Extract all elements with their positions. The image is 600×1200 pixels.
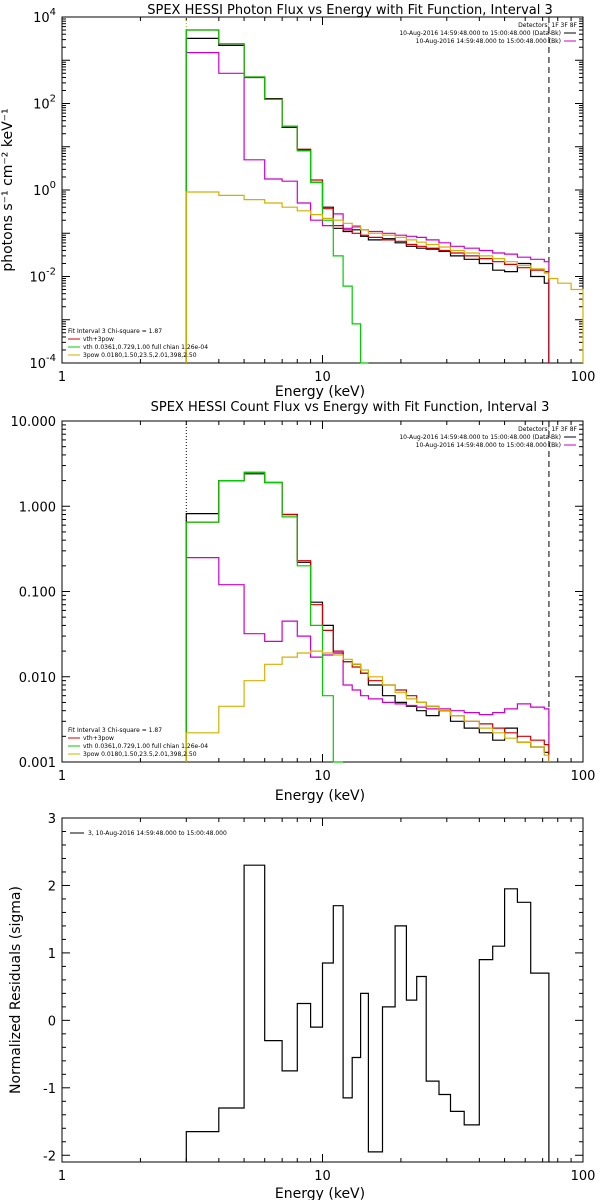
y-tick-label: 10-2 — [29, 267, 56, 286]
x-tick-label: 10 — [314, 769, 331, 784]
count-chart-xlabel: Energy (keV) — [275, 788, 365, 804]
x-axis: 1 10 100 — [58, 17, 596, 385]
x-axis: 1 10 100 — [58, 421, 596, 784]
legend-item: 10-Aug-2016 14:59:48.000 to 15:00:48.000… — [416, 38, 561, 45]
y-tick-label: 0 — [48, 1014, 56, 1029]
y-tick-label: 104 — [33, 7, 56, 26]
y-tick-label: 0.010 — [19, 671, 56, 686]
legend-item: 3, 10-Aug-2016 14:59:48.000 to 15:00:48.… — [88, 830, 227, 837]
series-line-3-10-aug-2016-14-59-48-000-to- — [185, 864, 550, 1162]
series-line-vth — [185, 471, 344, 763]
series-line-3pow — [185, 650, 550, 762]
legend-item: vth 0.0361,0.729,1.00 full chian 1.26e-0… — [83, 344, 208, 351]
y-tick-label: 1 — [48, 947, 56, 962]
legend-item: 3pow 0.0180,1.50,23.5,2.01,398,2.50 — [83, 352, 197, 359]
residuals-chart-xlabel: Energy (keV) — [275, 1186, 365, 1200]
x-tick-label: 10 — [314, 370, 331, 385]
y-tick-label: 2 — [48, 879, 56, 894]
photon-chart-xlabel: Energy (keV) — [275, 384, 365, 400]
x-tick-label: 1 — [58, 1169, 66, 1184]
y-axis: -2 -1 0 1 2 3 — [43, 812, 583, 1164]
series-line-vth-3pow — [185, 471, 550, 762]
photon-chart-ylabel: photons s⁻¹ cm⁻² keV⁻¹ — [0, 108, 16, 271]
y-axis: 10-4 10-2 100 102 104 — [29, 7, 583, 372]
series-line-bk — [185, 52, 550, 363]
legend-header: Detectors: 1F 3F 8F — [518, 22, 577, 29]
y-tick-label: -1 — [43, 1082, 56, 1097]
legend-item: vth 0.0361,0.729,1.00 full chian 1.26e-0… — [83, 743, 208, 750]
photon-chart-title: SPEX HESSI Photon Flux vs Energy with Fi… — [147, 3, 553, 18]
legend: 3, 10-Aug-2016 14:59:48.000 to 15:00:48.… — [70, 830, 227, 837]
y-axis: 0.001 0.010 0.100 1.000 10.000 — [11, 415, 583, 771]
residuals-chart: Energy (keV) Normalized Residuals (sigma… — [8, 812, 595, 1200]
x-tick-label: 100 — [571, 370, 596, 385]
series-line-bk — [185, 557, 550, 762]
y-tick-label: 102 — [33, 94, 56, 113]
legend-item: 10-Aug-2016 14:59:48.000 to 15:00:48.000… — [416, 442, 561, 449]
residuals-chart-ylabel: Normalized Residuals (sigma) — [8, 886, 24, 1094]
series-line-vth — [185, 29, 369, 364]
fit-text: Fit Interval 3 Chi-square = 1.87 — [68, 328, 162, 335]
x-tick-label: 100 — [571, 1169, 596, 1184]
y-tick-label: -2 — [43, 1149, 56, 1164]
legend-item: 3pow 0.0180,1.50,23.5,2.01,398,2.50 — [83, 751, 197, 758]
x-axis: 1 10 100 — [58, 818, 596, 1184]
legend-item: vth+3pow — [83, 735, 114, 742]
series-line-vth-3pow — [185, 29, 550, 363]
y-tick-label: 10-4 — [29, 353, 56, 372]
legend-header: Detectors: 1F 3F 8F — [518, 426, 577, 433]
x-tick-label: 100 — [571, 769, 596, 784]
x-tick-label: 10 — [314, 1169, 331, 1184]
y-tick-label: 10.000 — [11, 415, 57, 430]
series-line-data-bk — [185, 37, 550, 363]
y-tick-label: 3 — [48, 812, 56, 827]
legend-item: 10-Aug-2016 14:59:48.000 to 15:00:48.000… — [399, 30, 561, 37]
x-tick-label: 1 — [58, 370, 66, 385]
y-tick-label: 0.100 — [19, 586, 56, 601]
y-tick-label: 1.000 — [19, 500, 56, 515]
y-tick-label: 0.001 — [19, 756, 56, 771]
count-chart-title: SPEX HESSI Count Flux vs Energy with Fit… — [151, 400, 550, 415]
legend-item: 10-Aug-2016 14:59:48.000 to 15:00:48.000… — [399, 434, 561, 441]
fit-text: Fit Interval 3 Chi-square = 1.87 — [68, 727, 162, 734]
y-tick-label: 100 — [33, 180, 56, 199]
series-line-data-bk — [185, 473, 550, 762]
photon-flux-chart: SPEX HESSI Photon Flux vs Energy with Fi… — [0, 3, 595, 400]
count-flux-chart: SPEX HESSI Count Flux vs Energy with Fit… — [11, 400, 596, 804]
legend-item: vth+3pow — [83, 336, 114, 343]
series-line-3pow — [185, 191, 584, 363]
x-tick-label: 1 — [58, 769, 66, 784]
